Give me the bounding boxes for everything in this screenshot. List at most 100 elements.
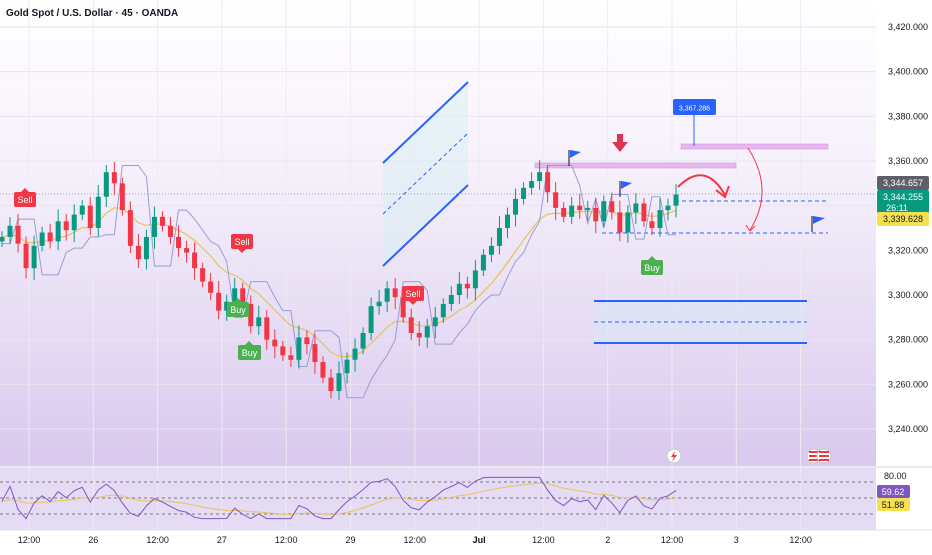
candle-body	[384, 288, 390, 302]
price-axis-label: 3,400.000	[888, 67, 928, 77]
rsi-value: 59.62	[882, 487, 905, 497]
signal-sell-1[interactable]: Sell	[14, 188, 36, 207]
candle	[585, 200, 591, 221]
flag-icon[interactable]	[619, 181, 632, 197]
candle-body	[392, 288, 398, 298]
candle	[384, 281, 390, 312]
current-price-value: 3,344.255	[883, 192, 923, 202]
candle	[143, 229, 149, 270]
candle-countdown: 26:11	[886, 203, 908, 213]
signal-buy-3[interactable]: Buy	[641, 256, 663, 275]
candle-body	[344, 359, 350, 374]
candle-body	[208, 281, 214, 293]
candle	[176, 225, 182, 257]
candle-body	[480, 254, 486, 271]
candle-body	[368, 306, 374, 333]
signal-buy-1[interactable]: Buy	[227, 298, 249, 317]
time-axis-label: 12:00	[661, 535, 684, 545]
resistance-zone-right	[680, 143, 829, 150]
price-axis-label: 3,360.000	[888, 156, 928, 166]
time-axis-label: 27	[217, 535, 227, 545]
candle-body	[320, 362, 326, 378]
candle-body	[47, 232, 53, 242]
candle-body	[577, 205, 583, 211]
signal-sell-3[interactable]: Sell	[402, 286, 424, 305]
candle-body	[505, 214, 510, 228]
candle-body	[665, 205, 671, 211]
candle	[537, 160, 543, 190]
candle	[159, 211, 165, 232]
signal-buy-2[interactable]: Buy	[238, 341, 261, 360]
candle-body	[7, 225, 13, 237]
callout-value: 3,367.286	[679, 106, 710, 113]
price-axis-label: 3,420.000	[888, 22, 928, 32]
candle-body	[31, 245, 37, 269]
signal-label: Sell	[17, 195, 32, 205]
candle-body	[633, 203, 639, 213]
candle-body	[496, 228, 502, 246]
candle	[480, 249, 486, 277]
candle	[320, 356, 326, 384]
candle-body	[456, 283, 462, 295]
candle	[673, 184, 679, 218]
candle	[360, 327, 366, 355]
candle-body	[264, 317, 270, 340]
time-axis-label: 12:00	[275, 535, 298, 545]
candle	[248, 295, 254, 334]
price-axis-label: 3,320.000	[888, 245, 928, 255]
candle	[368, 297, 374, 341]
candle	[440, 298, 446, 323]
flag-icon[interactable]	[568, 150, 581, 166]
channel-middle-line	[382, 132, 469, 215]
candle	[496, 216, 502, 255]
candle	[593, 197, 599, 234]
candle-body	[408, 317, 414, 333]
candle-body	[625, 212, 631, 233]
candle	[216, 280, 222, 320]
price-axis-label: 3,240.000	[888, 424, 928, 434]
us-flag-icon[interactable]	[806, 448, 832, 464]
time-axis-label: 12:00	[404, 535, 427, 545]
rsi-pane-background	[0, 468, 876, 530]
lightning-icon[interactable]	[666, 448, 682, 464]
candle	[336, 361, 342, 400]
candle-body	[119, 183, 125, 211]
candle	[488, 237, 494, 262]
candle-body	[400, 297, 406, 318]
price-axis-label: 3,280.000	[888, 335, 928, 345]
candle	[464, 276, 470, 299]
candle-body	[545, 172, 551, 193]
candle	[665, 198, 671, 221]
flag-icon[interactable]	[811, 216, 825, 232]
time-axis-label: 29	[345, 535, 355, 545]
rsi-value-label	[877, 485, 910, 498]
price-axis[interactable]: 3,420.0003,400.0003,380.0003,360.0003,34…	[888, 22, 928, 434]
candle	[529, 172, 535, 195]
candle	[416, 321, 422, 347]
signal-label: Sell	[234, 237, 249, 247]
resistance-zone-left	[534, 162, 737, 169]
candle	[569, 196, 575, 224]
candle-body	[472, 270, 478, 289]
price-axis-label: 3,300.000	[888, 290, 928, 300]
candle-body	[176, 236, 182, 249]
callout-box[interactable]	[673, 99, 716, 115]
time-axis[interactable]: 12:00 26 12:00 27 12:00 29 12:00 Jul 12:00 2 12:00…	[18, 535, 812, 545]
candle-body	[673, 194, 679, 206]
rsi-line	[1, 476, 677, 520]
candle	[472, 260, 478, 301]
candle	[432, 307, 438, 339]
signal-sell-2[interactable]: Sell	[231, 234, 253, 253]
candle-body	[464, 283, 470, 289]
candle	[224, 294, 230, 321]
candle	[424, 319, 430, 348]
candle	[617, 200, 623, 242]
candle-body	[617, 212, 623, 233]
candle	[625, 205, 631, 243]
candle-body	[432, 317, 438, 327]
candle	[561, 202, 567, 223]
candle-body	[216, 292, 222, 311]
candle	[103, 165, 109, 208]
time-axis-label: 2	[605, 535, 610, 545]
time-axis-label: 3	[734, 535, 739, 545]
